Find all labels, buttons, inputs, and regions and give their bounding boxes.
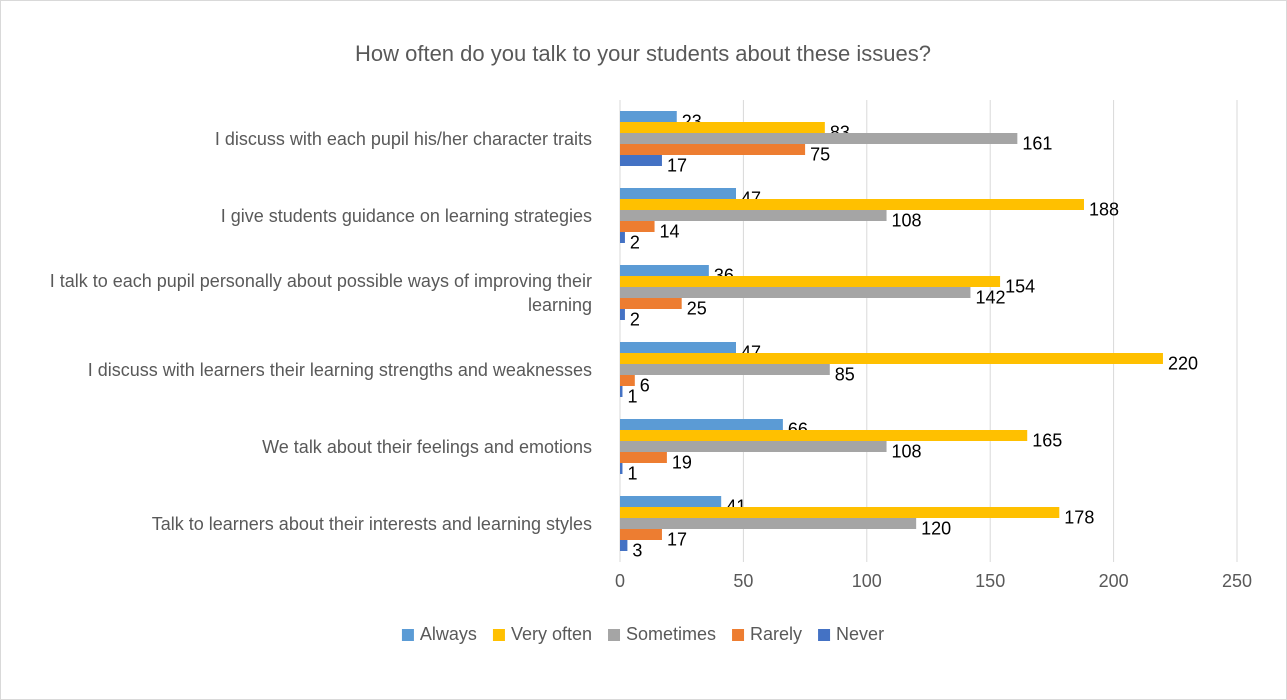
bar — [620, 518, 917, 529]
data-label: 14 — [660, 221, 680, 241]
x-tick-label: 50 — [733, 571, 753, 591]
legend-swatch — [608, 629, 621, 641]
bar — [620, 342, 736, 353]
data-label: 2 — [630, 309, 640, 329]
data-label: 2 — [630, 232, 640, 252]
legend-swatch — [492, 629, 505, 641]
bar — [620, 441, 887, 452]
data-label: 188 — [1089, 199, 1119, 219]
data-label: 165 — [1032, 430, 1062, 450]
x-tick-label: 150 — [975, 571, 1005, 591]
bar — [620, 540, 628, 551]
bar — [620, 430, 1028, 441]
data-label: 120 — [921, 518, 951, 538]
data-label: 25 — [687, 298, 707, 318]
category-label: I talk to each pupil personally about po… — [49, 270, 592, 315]
legend-label: Sometimes — [626, 624, 716, 644]
bar — [620, 507, 1060, 518]
bar — [620, 133, 1018, 144]
data-label: 1 — [627, 463, 637, 483]
legend-swatch — [401, 629, 414, 641]
bar — [620, 287, 971, 298]
category-label: I discuss with learners their learning s… — [87, 359, 592, 380]
bar — [620, 265, 709, 276]
bar — [620, 232, 625, 243]
bar — [620, 529, 662, 540]
bar — [620, 353, 1163, 364]
category-label: We talk about their feelings and emotion… — [262, 436, 592, 457]
x-tick-label: 0 — [615, 571, 625, 591]
data-label: 154 — [1005, 276, 1035, 296]
data-label: 17 — [667, 529, 687, 549]
data-label: 161 — [1022, 133, 1052, 153]
bar — [620, 364, 830, 375]
category-label: Talk to learners about their interests a… — [151, 513, 592, 534]
legend-swatch — [818, 629, 831, 641]
bar — [620, 309, 625, 320]
bar — [620, 144, 806, 155]
bar — [620, 221, 655, 232]
bar — [620, 386, 623, 397]
data-label: 178 — [1064, 507, 1094, 527]
data-label: 108 — [892, 441, 922, 461]
legend-label: Never — [836, 624, 884, 644]
data-label: 142 — [975, 287, 1005, 307]
data-label: 19 — [672, 452, 692, 472]
bar — [620, 155, 662, 166]
bar — [620, 122, 825, 133]
data-label: 220 — [1168, 353, 1198, 373]
x-tick-label: 200 — [1099, 571, 1129, 591]
chart-title: How often do you talk to your students a… — [355, 41, 931, 66]
data-label: 3 — [632, 540, 642, 560]
bar — [620, 375, 635, 386]
bar — [620, 419, 783, 430]
x-tick-label: 100 — [852, 571, 882, 591]
legend-label: Very often — [511, 624, 592, 644]
bar — [620, 463, 623, 474]
bar — [620, 188, 736, 199]
legend-label: Always — [420, 624, 477, 644]
data-label: 75 — [810, 144, 830, 164]
bar — [620, 452, 667, 463]
data-label: 1 — [627, 386, 637, 406]
bar — [620, 199, 1084, 210]
data-label: 6 — [640, 375, 650, 395]
bar — [620, 276, 1001, 287]
bar — [620, 496, 722, 507]
data-label: 108 — [892, 210, 922, 230]
bar — [620, 298, 682, 309]
data-label: 17 — [667, 155, 687, 175]
category-label: I discuss with each pupil his/her charac… — [214, 128, 592, 149]
bar — [620, 111, 677, 122]
legend-swatch — [732, 629, 745, 641]
category-label: I give students guidance on learning str… — [220, 205, 592, 226]
x-tick-label: 250 — [1222, 571, 1252, 591]
bar — [620, 210, 887, 221]
data-label: 85 — [835, 364, 855, 384]
legend-label: Rarely — [750, 624, 802, 644]
